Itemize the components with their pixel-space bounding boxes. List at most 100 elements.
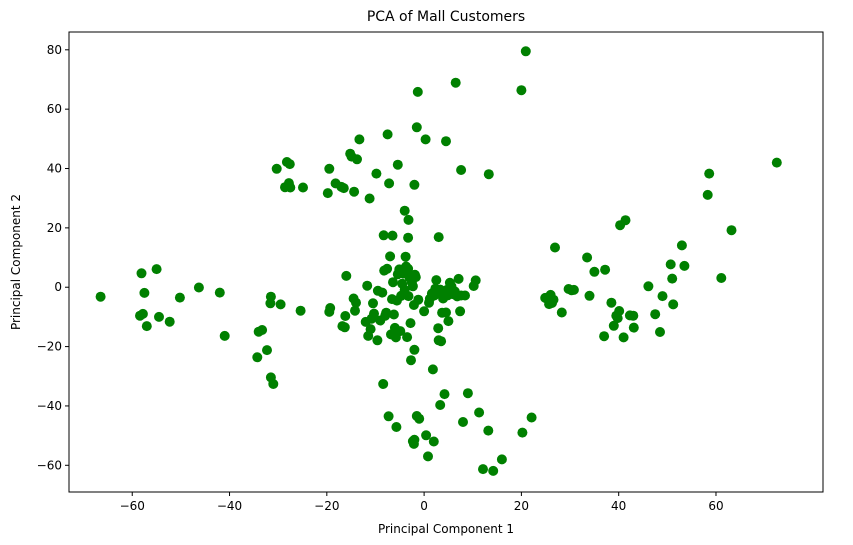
data-point-27 <box>340 311 351 321</box>
data-point-115 <box>413 294 424 305</box>
data-point-160 <box>378 379 389 389</box>
data-point-194 <box>628 310 639 321</box>
data-point-199 <box>665 259 676 270</box>
data-point-147 <box>455 306 466 317</box>
data-point-116 <box>414 413 425 424</box>
data-point-67 <box>364 193 375 204</box>
data-point-24 <box>325 303 336 313</box>
data-point-15 <box>257 325 268 335</box>
data-point-21 <box>275 299 286 310</box>
data-point-28 <box>341 270 352 281</box>
data-point-154 <box>478 464 488 475</box>
data-point-88 <box>388 277 398 288</box>
plot-frame <box>68 31 824 493</box>
data-point-173 <box>548 294 559 305</box>
data-point-185 <box>608 320 619 331</box>
data-point-30 <box>351 297 361 308</box>
y-tick-label: 60 <box>47 102 62 116</box>
data-point-37 <box>368 298 378 309</box>
data-point-18 <box>265 291 276 302</box>
data-point-167 <box>433 335 444 346</box>
data-point-10 <box>193 282 204 293</box>
data-point-161 <box>383 411 394 422</box>
data-point-53 <box>284 159 295 170</box>
data-point-58 <box>324 163 335 174</box>
data-point-16 <box>262 345 272 356</box>
data-point-38 <box>369 308 379 319</box>
data-point-156 <box>488 465 499 476</box>
y-tick-label: 40 <box>47 162 62 176</box>
data-point-124 <box>428 436 439 447</box>
data-point-12 <box>219 330 230 341</box>
data-point-152 <box>470 275 481 286</box>
data-point-35 <box>365 324 376 335</box>
data-point-56 <box>298 182 308 193</box>
data-point-145 <box>453 273 464 284</box>
data-point-123 <box>427 364 438 375</box>
data-point-202 <box>676 240 687 251</box>
data-point-20 <box>268 379 279 389</box>
data-point-82 <box>483 169 494 180</box>
data-point-64 <box>349 186 360 197</box>
data-point-80 <box>450 77 461 88</box>
data-point-71 <box>387 230 398 241</box>
data-point-76 <box>411 122 422 133</box>
data-point-50 <box>271 163 282 174</box>
data-point-84 <box>520 46 531 57</box>
data-point-183 <box>600 264 611 275</box>
data-point-55 <box>285 182 296 193</box>
data-point-104 <box>403 291 414 302</box>
data-point-0 <box>95 291 106 302</box>
data-point-119 <box>423 451 433 462</box>
data-point-200 <box>667 273 678 284</box>
data-point-181 <box>589 266 600 277</box>
x-tick-label: 40 <box>611 499 626 513</box>
data-point-2 <box>137 308 148 319</box>
data-point-174 <box>550 242 560 253</box>
data-point-149 <box>460 290 470 301</box>
data-point-103 <box>403 263 414 274</box>
data-point-129 <box>433 323 444 334</box>
x-axis-label: Principal Component 1 <box>378 522 514 536</box>
data-point-197 <box>655 327 665 337</box>
data-point-66 <box>354 134 365 145</box>
data-point-89 <box>388 309 399 320</box>
data-point-79 <box>441 136 451 147</box>
x-tick-label: −20 <box>314 499 339 513</box>
data-point-188 <box>614 306 625 316</box>
data-point-6 <box>151 264 162 275</box>
data-point-45 <box>381 307 392 318</box>
data-point-205 <box>704 168 715 179</box>
data-point-159 <box>526 412 537 423</box>
data-point-72 <box>392 159 403 170</box>
data-point-8 <box>164 316 175 327</box>
data-point-191 <box>620 215 631 226</box>
data-point-207 <box>726 225 737 236</box>
data-point-193 <box>628 322 639 333</box>
data-point-78 <box>420 134 431 145</box>
data-point-86 <box>433 232 444 243</box>
data-point-102 <box>402 332 413 343</box>
y-axis: −60 −40 −20 0 20 40 60 80 <box>37 43 69 472</box>
data-point-85 <box>403 232 414 243</box>
data-point-178 <box>568 284 579 295</box>
data-point-206 <box>716 273 727 283</box>
y-tick-label: −40 <box>37 399 62 413</box>
data-point-204 <box>702 189 713 200</box>
data-point-61 <box>338 183 349 194</box>
x-tick-label: −40 <box>217 499 242 513</box>
data-point-77 <box>412 86 423 97</box>
data-point-157 <box>496 454 507 465</box>
data-point-139 <box>443 316 454 327</box>
data-point-150 <box>462 388 473 399</box>
data-point-75 <box>409 179 420 190</box>
data-point-208 <box>771 157 782 168</box>
data-point-195 <box>643 281 654 292</box>
data-point-136 <box>441 307 451 318</box>
data-point-69 <box>382 129 393 140</box>
data-point-46 <box>378 230 389 241</box>
data-point-203 <box>679 260 690 271</box>
data-point-179 <box>582 252 593 263</box>
data-point-4 <box>139 287 150 298</box>
x-tick-label: 60 <box>708 499 723 513</box>
